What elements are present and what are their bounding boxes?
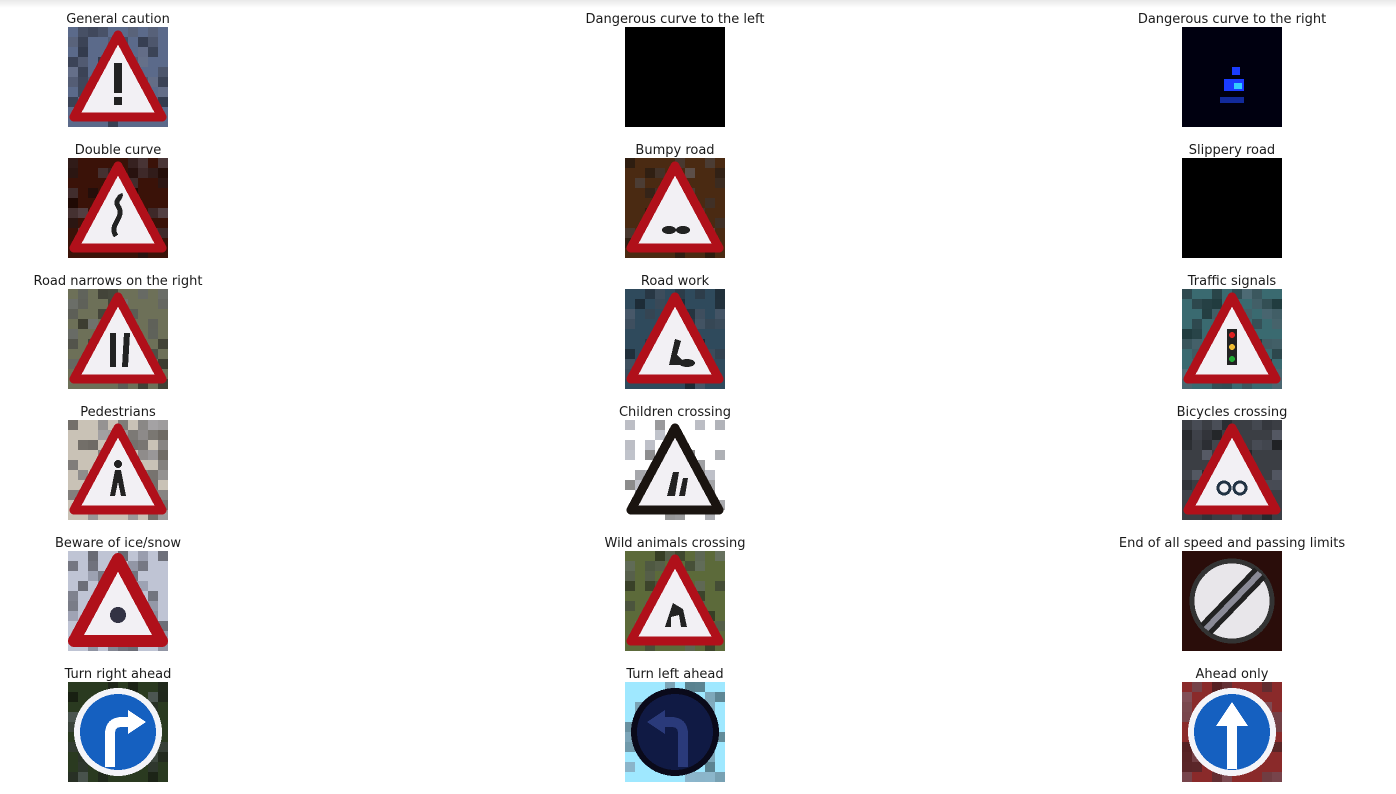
panel-title: Traffic signals — [1187, 274, 1277, 289]
sign-image — [68, 682, 168, 782]
sign-svg — [1182, 158, 1282, 258]
snow-icon — [110, 607, 126, 623]
sign-svg — [625, 158, 725, 258]
warning-triangle — [626, 292, 724, 384]
sign-svg — [68, 27, 168, 127]
panel-title: End of all speed and passing limits — [1118, 536, 1346, 551]
ahead-arrow-icon — [1216, 702, 1248, 769]
sign-svg — [68, 289, 168, 389]
panel-title: Bicycles crossing — [1176, 405, 1288, 420]
warning-triangle — [1183, 423, 1281, 515]
warning-triangle — [626, 423, 724, 515]
panel-title: Beware of ice/snow — [54, 536, 182, 551]
narrows-icon — [110, 333, 130, 367]
sign-image — [68, 420, 168, 520]
sign-svg — [1182, 682, 1282, 782]
warning-triangle — [69, 423, 167, 515]
sign-svg — [1182, 420, 1282, 520]
panel-title: Turn right ahead — [64, 667, 172, 682]
sign-image — [68, 289, 168, 389]
panel-title: Wild animals crossing — [604, 536, 746, 551]
warning-triangle — [626, 161, 724, 253]
sign-image — [625, 289, 725, 389]
signals-icon — [1227, 329, 1237, 365]
sign-svg — [1182, 289, 1282, 389]
warning-triangle — [68, 553, 168, 647]
sign-image — [68, 158, 168, 258]
sign-svg — [68, 158, 168, 258]
sign-image — [68, 27, 168, 127]
sign-svg — [1182, 551, 1282, 651]
double-curve-icon — [111, 192, 123, 238]
panel-title: General caution — [66, 12, 170, 27]
sign-svg — [625, 289, 725, 389]
panel-title: Ahead only — [1195, 667, 1269, 682]
warning-triangle — [626, 554, 724, 646]
mandatory-disc — [80, 694, 156, 770]
sign-svg — [625, 682, 725, 782]
sign-background — [1182, 158, 1282, 258]
sign-image — [625, 551, 725, 651]
sign-svg — [1182, 27, 1282, 127]
sign-svg — [625, 551, 725, 651]
sign-image — [1182, 289, 1282, 389]
pedestrian-icon — [110, 460, 126, 496]
turn-left-arrow-icon — [647, 710, 688, 767]
panel-title: Children crossing — [618, 405, 732, 420]
figure-top-shade — [0, 0, 1396, 8]
sign-image — [1182, 27, 1282, 127]
exclamation-icon — [114, 63, 122, 105]
panel-title: Bumpy road — [635, 143, 715, 158]
sign-image — [1182, 158, 1282, 258]
panel-title: Dangerous curve to the left — [585, 12, 765, 27]
panel-title: Slippery road — [1188, 143, 1276, 158]
sign-image — [1182, 682, 1282, 782]
panel-title: Road narrows on the right — [33, 274, 203, 289]
sign-image — [625, 27, 725, 127]
sign-svg — [68, 682, 168, 782]
sign-image — [625, 158, 725, 258]
sign-image — [625, 682, 725, 782]
panel-title: Turn left ahead — [626, 667, 724, 682]
panel-title: Dangerous curve to the right — [1137, 12, 1327, 27]
bumps-icon — [662, 226, 690, 234]
road-work-icon — [669, 339, 695, 367]
sign-svg — [68, 551, 168, 651]
panel-title: Road work — [640, 274, 710, 289]
blue-speck-icon — [1220, 67, 1244, 103]
sign-svg — [625, 27, 725, 127]
sign-svg — [68, 420, 168, 520]
warning-triangle — [69, 292, 167, 384]
sign-background — [625, 27, 725, 127]
sign-svg — [625, 420, 725, 520]
stripe-highlight — [1203, 570, 1263, 632]
turn-right-arrow-icon — [105, 710, 146, 767]
children-icon — [667, 472, 688, 496]
sign-image — [625, 420, 725, 520]
mandatory-disc — [637, 694, 713, 770]
sign-image — [1182, 420, 1282, 520]
sign-image — [1182, 551, 1282, 651]
deer-icon — [665, 603, 687, 627]
sign-background — [1182, 27, 1282, 127]
bicycle-icon — [1216, 480, 1248, 496]
panel-title: Pedestrians — [80, 405, 156, 420]
sign-image — [68, 551, 168, 651]
panel-title: Double curve — [74, 143, 162, 158]
